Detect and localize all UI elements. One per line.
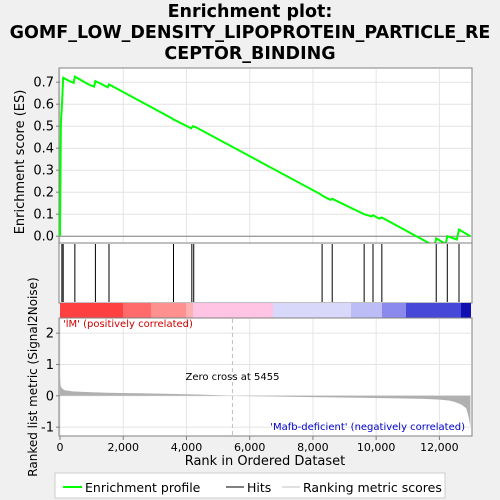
es-y-axis: 0.0 0.1 0.2 0.3 0.4 0.5 0.6 0.7 xyxy=(33,76,60,245)
es-y-tick-label: 0.3 xyxy=(33,164,54,179)
es-y-tick-label: 0.7 xyxy=(33,76,54,91)
x-tick-label: 2,000 xyxy=(107,441,139,454)
es-y-axis-label: Enrichment score (ES) xyxy=(13,90,28,235)
zero-cross-label: Zero cross at 5455 xyxy=(185,372,279,383)
es-y-tick-label: 0.5 xyxy=(33,120,54,135)
metric-panel: Zero cross at 5455 'lM' (positively corr… xyxy=(26,277,473,477)
color-bar-segment-3 xyxy=(151,303,186,318)
es-y-tick-label: 0.1 xyxy=(33,208,54,223)
color-bar-segment-2 xyxy=(123,303,151,318)
es-y-tick-label: 0.0 xyxy=(33,230,54,245)
es-plot-area xyxy=(58,67,473,258)
x-tick-label: 12,000 xyxy=(420,441,459,454)
metric-plot-area xyxy=(58,317,473,437)
metric-y-axis: -1 0 1 2 xyxy=(41,327,60,436)
color-bar-segment-8 xyxy=(382,303,406,318)
x-tick-label: 4,000 xyxy=(171,441,203,454)
hits-plot-area xyxy=(58,242,473,304)
chart-title-line-2: GOMF_LOW_DENSITY_LIPOPROTEIN_PARTICLE_RE xyxy=(9,23,491,43)
x-tick-label: 0 xyxy=(57,441,64,454)
x-axis-label: Rank in Ordered Dataset xyxy=(185,454,346,469)
metric-y-axis-label: Ranked list metric (Signal2Noise) xyxy=(26,277,40,476)
color-bar-segment-10 xyxy=(461,303,471,318)
chart-title-line-3: CEPTOR_BINDING xyxy=(164,44,336,64)
es-panel: 0.0 0.1 0.2 0.3 0.4 0.5 0.6 0.7 Enrichment scor… xyxy=(13,67,473,258)
color-bar-segment-4 xyxy=(186,303,193,318)
color-bar-segment-1 xyxy=(60,303,123,318)
x-axis: 0 2,000 4,000 6,000 8,000 10,000 12,000 xyxy=(57,436,459,454)
color-bar-segment-5 xyxy=(193,303,273,318)
metric-y-tick-label: 2 xyxy=(46,327,54,342)
negative-correlation-label: 'Mafb-deficient' (negatively correlated) xyxy=(270,422,465,433)
color-bar-segment-6 xyxy=(273,303,351,318)
hits-panel xyxy=(58,242,473,304)
x-tick-label: 8,000 xyxy=(297,441,329,454)
metric-y-tick-label: 0 xyxy=(46,389,54,404)
es-y-tick-label: 0.4 xyxy=(33,142,54,157)
color-bar-segment-9 xyxy=(406,303,461,318)
x-tick-label: 10,000 xyxy=(357,441,396,454)
positive-correlation-label: 'lM' (positively correlated) xyxy=(63,319,193,330)
legend-entry-ranking-metric-scores: Ranking metric scores xyxy=(303,480,442,495)
es-y-tick-label: 0.6 xyxy=(33,98,54,113)
hit-marks xyxy=(61,244,460,302)
rank-color-bar xyxy=(60,303,471,318)
chart-title: Enrichment plot: GOMF_LOW_DENSITY_LIPOPR… xyxy=(0,2,500,65)
x-tick-label: 6,000 xyxy=(234,441,266,454)
chart-title-line-1: Enrichment plot: xyxy=(167,2,333,22)
legend-entry-hits: Hits xyxy=(247,480,271,495)
color-bar-segment-7 xyxy=(351,303,382,318)
legend-entry-enrichment-profile: Enrichment profile xyxy=(85,480,201,495)
metric-y-tick-label: 1 xyxy=(46,358,54,373)
legend-box xyxy=(54,472,446,499)
metric-y-tick-label: -1 xyxy=(41,421,54,436)
legend: Enrichment profile Hits Ranking metric s… xyxy=(54,472,446,499)
es-y-tick-label: 0.2 xyxy=(33,186,54,201)
